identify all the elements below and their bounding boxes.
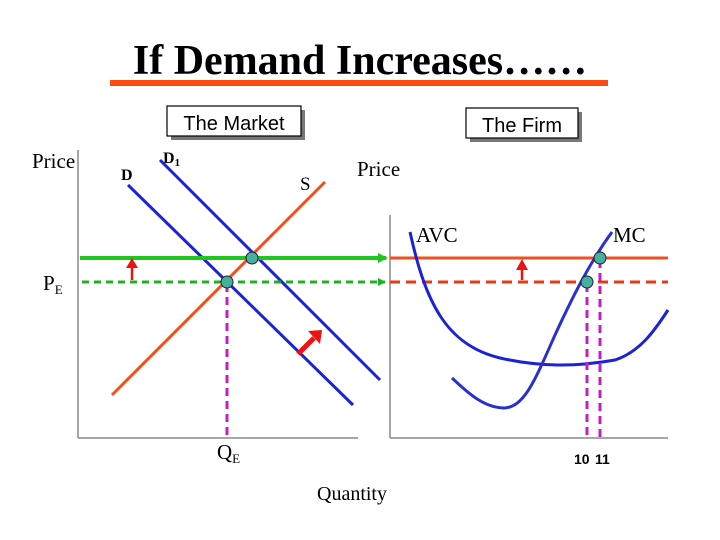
qe-subscript: E	[232, 451, 240, 466]
firm-box-label: The Firm	[482, 115, 562, 137]
demand-shift-arrow-shaft	[296, 336, 316, 356]
market-price-label: Price	[32, 149, 75, 173]
avc-curve	[408, 231, 670, 367]
qe-label: QE	[217, 440, 240, 466]
demand-new-label: D1	[163, 150, 180, 169]
demand-shift-arrow-head	[308, 330, 322, 344]
pe-subscript: E	[55, 282, 63, 297]
demand-new-main: D	[163, 150, 175, 167]
firm-box	[465, 107, 579, 139]
supply-curve	[110, 180, 327, 397]
slide-title: If Demand Increases……	[133, 38, 587, 84]
pe-main: P	[43, 271, 55, 295]
quantity-axis-label: Quantity	[317, 483, 387, 505]
demand-new-curve	[158, 158, 382, 382]
market-new-equilibrium-point	[245, 251, 259, 265]
market-box	[166, 105, 302, 137]
pe-label: PE	[43, 271, 63, 297]
demand-new-subscript: 1	[175, 157, 181, 169]
firm-price-label: Price	[357, 157, 400, 181]
demand-label: D	[121, 167, 133, 184]
title-underline	[110, 80, 608, 86]
market-old-equilibrium-point	[220, 275, 234, 289]
demand-curve	[126, 183, 355, 407]
qe-main: Q	[217, 440, 232, 464]
market-box-label: The Market	[183, 113, 285, 135]
firm-price-rise-arrow-head	[516, 259, 528, 270]
quantity-tick-10: 10	[574, 451, 590, 467]
price-rise-arrow-head	[126, 258, 138, 268]
quantity-tick-11: 11	[595, 451, 610, 467]
firm-old-equilibrium-point	[580, 275, 594, 289]
firm-new-equilibrium-point	[593, 251, 607, 265]
supply-label: S	[300, 174, 311, 195]
avc-label: AVC	[416, 223, 458, 247]
mc-label: MC	[613, 223, 646, 247]
